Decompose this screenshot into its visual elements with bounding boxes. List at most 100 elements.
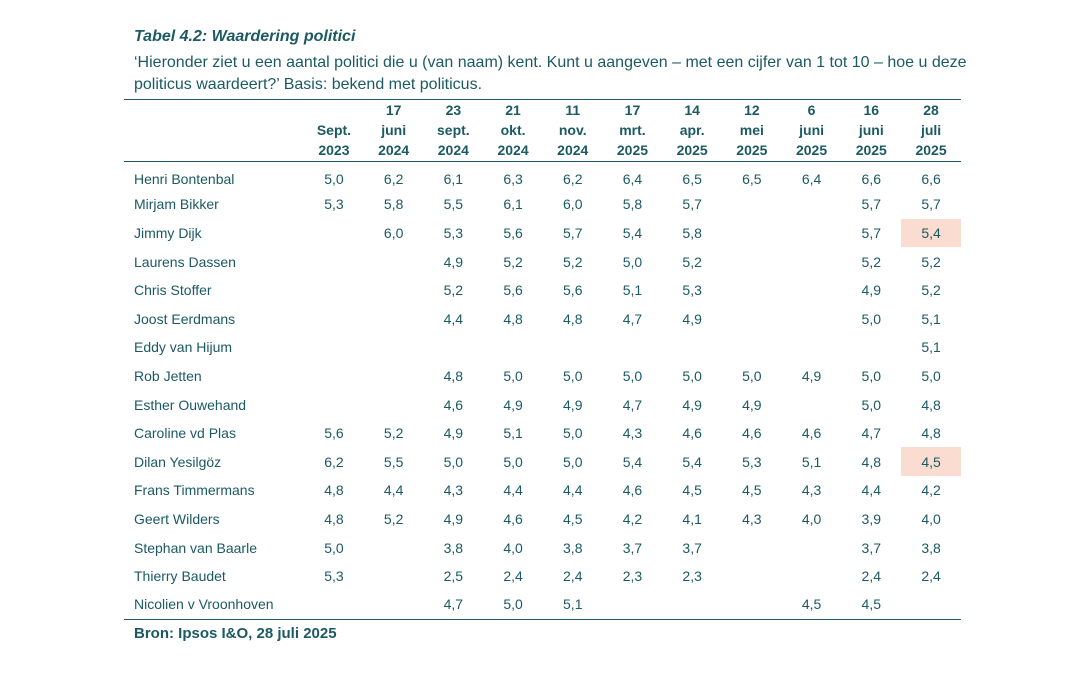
rating-cell: 5,7 bbox=[563, 224, 583, 241]
rating-cell: 4,6 bbox=[682, 425, 702, 442]
rating-cell: 5,2 bbox=[383, 510, 404, 527]
table-row: Eddy van Hijum 5,1 bbox=[124, 333, 961, 362]
rating-cell: 2,3 bbox=[682, 568, 702, 585]
rating-cell: 4,4 bbox=[563, 482, 583, 499]
rating-cell: 5,2 bbox=[563, 253, 583, 270]
column-header-line: 17 bbox=[385, 102, 402, 118]
column-header-line: 2025 bbox=[795, 142, 828, 158]
rating-cell bbox=[722, 590, 782, 619]
rating-cell: 5,2 bbox=[503, 253, 523, 270]
rating-cell: 5,0 bbox=[563, 367, 583, 384]
rating-cell: 4,9 bbox=[563, 396, 583, 413]
rating-cell: 5,0 bbox=[742, 367, 762, 384]
column-header-line: 2024 bbox=[437, 142, 469, 158]
rating-cell: 4,2 bbox=[921, 482, 941, 499]
rating-cell: 4,9 bbox=[443, 425, 464, 442]
rating-cell: 4,5 bbox=[861, 596, 881, 613]
rating-cell: 5,5 bbox=[443, 196, 464, 213]
rating-cell bbox=[603, 590, 663, 619]
column-header-line: 2025 bbox=[736, 142, 768, 158]
politician-name: Stephan van Baarle bbox=[134, 539, 257, 556]
rating-cell: 4,5 bbox=[801, 596, 822, 613]
rating-cell: 4,3 bbox=[622, 425, 643, 442]
rating-cell bbox=[304, 362, 364, 391]
column-header-line: 6 bbox=[807, 102, 816, 118]
politician-name: Esther Ouwehand bbox=[134, 396, 247, 413]
column-header: 16 juni 2025 bbox=[841, 99, 902, 162]
rating-cell bbox=[722, 219, 782, 248]
politician-name: Thierry Baudet bbox=[134, 568, 226, 585]
politician-name: Nicolien v Vroonhoven bbox=[134, 596, 274, 613]
rating-cell: 5,7 bbox=[861, 224, 881, 241]
rating-cell: 4,8 bbox=[921, 396, 941, 413]
rating-cell: 4,6 bbox=[622, 482, 643, 499]
rating-cell bbox=[722, 562, 782, 591]
rating-cell: 5,2 bbox=[861, 253, 881, 270]
rating-cell: 5,4 bbox=[682, 453, 702, 470]
column-header: 14 apr. 2025 bbox=[662, 99, 723, 162]
table-row: Nicolien v Vroonhoven 4,7 5,0 5,1 4,5 4,5 bbox=[124, 590, 961, 619]
rating-cell: 4,7 bbox=[622, 396, 643, 413]
column-header-line: 2025 bbox=[855, 142, 887, 158]
rating-cell: 4,1 bbox=[682, 510, 702, 527]
ratings-table: Sept. 2023 17 juni 2024 23 sept. 2024 21 okt. 2024… bbox=[124, 99, 961, 620]
rating-cell: 5,3 bbox=[742, 453, 762, 470]
rating-cell: 6,1 bbox=[503, 196, 523, 213]
rating-cell: 6,5 bbox=[742, 171, 762, 188]
rating-cell bbox=[782, 562, 842, 591]
rating-cell: 4,2 bbox=[622, 510, 643, 527]
politician-name: Jimmy Dijk bbox=[134, 224, 202, 241]
table-header-row: Sept. 2023 17 juni 2024 23 sept. 2024 21 okt. 2024… bbox=[124, 99, 961, 162]
rating-cell: 4,8 bbox=[861, 453, 881, 470]
rating-cell: 4,9 bbox=[682, 310, 702, 327]
rating-cell bbox=[424, 333, 484, 362]
rating-cell: 4,6 bbox=[801, 425, 822, 442]
rating-cell: 5,1 bbox=[622, 282, 643, 299]
rating-cell: 5,6 bbox=[324, 425, 344, 442]
politician-name: Henri Bontenbal bbox=[134, 171, 235, 188]
rating-cell: 5,6 bbox=[563, 282, 583, 299]
rating-cell bbox=[722, 247, 782, 276]
rating-cell: 4,9 bbox=[861, 282, 881, 299]
rating-cell bbox=[304, 304, 364, 333]
table-row: Chris Stoffer 5,2 5,6 5,6 5,1 5,3 4,9 5,2 bbox=[124, 276, 961, 305]
rating-cell: 4,8 bbox=[324, 482, 344, 499]
column-header-line: juni bbox=[799, 122, 825, 138]
column-header: 28 juli 2025 bbox=[901, 99, 961, 162]
rating-cell bbox=[304, 219, 364, 248]
rating-cell: 6,4 bbox=[622, 171, 643, 188]
rating-cell: 2,4 bbox=[921, 568, 941, 585]
rating-cell: 5,3 bbox=[443, 224, 464, 241]
rating-cell: 2,4 bbox=[563, 568, 583, 585]
table-row: Henri Bontenbal 5,0 6,2 6,1 6,3 6,2 6,4 6,5 6,5 6… bbox=[124, 162, 961, 191]
rating-cell: 5,2 bbox=[682, 253, 702, 270]
question-text: ‘Hieronder ziet u een aantal politici di… bbox=[134, 54, 967, 93]
rating-cell: 5,0 bbox=[861, 367, 881, 384]
rating-cell: 5,8 bbox=[682, 224, 702, 241]
column-header: 23 sept. 2024 bbox=[423, 99, 484, 162]
rating-cell: 5,3 bbox=[324, 196, 344, 213]
politician-name: Caroline vd Plas bbox=[134, 425, 236, 442]
rating-cell: 4,3 bbox=[742, 510, 762, 527]
column-header: 17 mrt. 2025 bbox=[602, 99, 663, 162]
politician-name: Eddy van Hijum bbox=[134, 339, 233, 356]
rating-cell: 5,0 bbox=[503, 596, 523, 613]
rating-cell: 6,3 bbox=[503, 171, 523, 188]
table-row: Jimmy Dijk 6,0 5,3 5,6 5,7 5,4 5,8 5,7 5,4 bbox=[124, 218, 961, 248]
column-header: 11 nov. 2024 bbox=[542, 99, 603, 162]
rating-cell bbox=[364, 276, 424, 305]
rating-cell: 5,1 bbox=[921, 310, 941, 327]
rating-cell: 4,6 bbox=[503, 510, 523, 527]
rating-cell: 5,0 bbox=[563, 425, 583, 442]
rating-cell: 5,2 bbox=[921, 282, 941, 299]
rating-cell bbox=[662, 590, 722, 619]
rating-cell: 5,3 bbox=[324, 568, 344, 585]
rating-cell bbox=[782, 333, 842, 362]
rating-cell: 6,4 bbox=[801, 171, 822, 188]
column-header-line: 2024 bbox=[557, 142, 589, 158]
rating-cell: 5,1 bbox=[503, 425, 523, 442]
column-header-line: 2025 bbox=[915, 142, 947, 158]
rating-cell: 5,0 bbox=[324, 171, 344, 188]
column-header: 6 juni 2025 bbox=[781, 99, 842, 162]
rating-cell: 3,7 bbox=[682, 539, 702, 556]
